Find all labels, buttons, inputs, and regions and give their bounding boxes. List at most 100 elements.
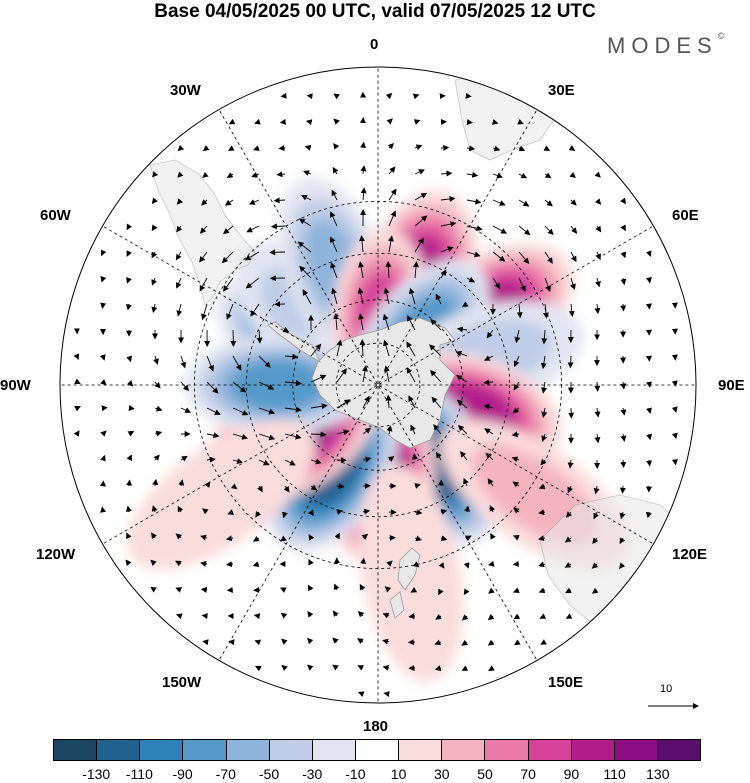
wind-arrow — [310, 403, 328, 410]
wind-arrow — [310, 484, 318, 491]
wind-arrow — [455, 350, 468, 357]
colorbar-swatch — [54, 740, 98, 760]
wind-arrow — [466, 251, 481, 258]
wind-arrow — [594, 198, 602, 205]
vector-scale-label: 10 — [660, 683, 673, 695]
wind-arrow — [518, 277, 526, 292]
wind-arrow — [360, 187, 367, 201]
wind-arrow — [258, 381, 275, 390]
wind-arrow — [232, 355, 242, 371]
wind-arrow — [232, 433, 249, 440]
wind-arrow — [646, 381, 652, 388]
wind-arrow — [329, 236, 338, 253]
wind-arrow — [177, 171, 184, 178]
wind-arrow — [307, 584, 314, 592]
wind-arrow — [570, 199, 577, 206]
wind-arrow — [457, 424, 468, 435]
wind-arrow — [414, 192, 428, 201]
wind-arrow — [671, 459, 678, 466]
wind-arrow — [383, 365, 390, 383]
wind-arrow — [593, 511, 599, 520]
wind-arrow — [230, 483, 238, 490]
wind-arrow — [202, 171, 209, 179]
wind-arrow — [300, 195, 312, 201]
wind-arrow — [513, 381, 520, 391]
wind-arrow — [73, 353, 80, 361]
lon-label-150w: 150W — [162, 674, 202, 691]
wind-arrow — [336, 429, 350, 436]
wind-arrow — [258, 407, 276, 415]
wind-arrow — [408, 395, 416, 409]
wind-arrow — [151, 505, 158, 513]
wind-arrow — [126, 380, 134, 387]
colorbar-tick-label: 10 — [390, 766, 407, 782]
colorbar-tick-label: -110 — [125, 766, 153, 782]
wind-arrow — [538, 587, 546, 594]
wind-arrow — [281, 511, 288, 519]
wind-arrow — [591, 562, 599, 569]
wind-arrow — [256, 329, 263, 344]
wind-arrow — [154, 381, 161, 389]
wind-arrow — [486, 329, 494, 339]
colorbar-swatch — [614, 740, 658, 760]
wind-arrow — [483, 355, 494, 361]
wind-arrow — [564, 562, 572, 568]
wind-arrow — [126, 479, 133, 487]
wind-arrow — [382, 638, 390, 645]
colorbar-tick-label: -30 — [302, 766, 323, 782]
wind-arrow — [595, 277, 601, 288]
wind-arrow — [620, 224, 626, 232]
wind-arrow — [305, 119, 313, 126]
wind-arrow — [388, 210, 397, 227]
wind-arrow — [513, 355, 520, 367]
wind-arrow — [492, 277, 501, 290]
wind-arrow — [308, 534, 315, 541]
wind-arrow — [126, 277, 132, 284]
wind-arrow — [544, 277, 551, 292]
wind-arrow — [307, 637, 314, 645]
wind-arrow — [251, 172, 260, 178]
lon-label-30w: 30W — [170, 82, 201, 99]
wind-arrow — [279, 587, 287, 593]
wind-arrow — [460, 451, 468, 461]
wind-arrow — [334, 532, 340, 540]
wind-arrow — [333, 93, 340, 100]
wind-arrow — [101, 405, 108, 412]
wind-arrow — [540, 639, 547, 645]
wind-arrow — [466, 198, 482, 205]
wind-arrow — [511, 431, 520, 438]
wind-arrow — [126, 355, 133, 363]
wind-arrow — [257, 485, 263, 493]
wind-arrow — [206, 432, 220, 439]
wind-arrow — [278, 145, 286, 152]
meridian — [102, 385, 377, 545]
wind-arrow — [299, 265, 312, 279]
wind-arrow — [518, 225, 531, 236]
wind-arrow — [227, 509, 235, 515]
wind-arrow — [226, 561, 234, 568]
wind-arrow — [151, 277, 157, 286]
wind-arrow — [176, 225, 183, 233]
wind-arrow — [414, 215, 428, 227]
wind-arrow — [488, 665, 495, 672]
wind-arrow — [512, 534, 520, 541]
wind-arrow — [591, 587, 599, 594]
wind-arrow — [302, 289, 312, 305]
wind-arrow — [538, 561, 546, 568]
wind-arrow — [646, 459, 653, 467]
wind-arrow — [252, 535, 260, 542]
wind-arrow — [223, 225, 234, 235]
wind-arrow — [206, 456, 216, 463]
wind-arrow — [232, 458, 244, 465]
wind-arrow — [414, 237, 424, 253]
wind-arrow — [512, 407, 520, 414]
wind-arrow — [358, 235, 365, 253]
wind-arrow — [513, 507, 520, 514]
wind-arrow — [490, 533, 496, 540]
wind-arrow — [362, 508, 371, 515]
wind-arrow — [303, 170, 312, 176]
wind-arrow — [202, 639, 209, 646]
wind-arrow — [620, 251, 627, 259]
wind-arrow — [361, 365, 368, 383]
wind-arrow — [456, 399, 468, 409]
